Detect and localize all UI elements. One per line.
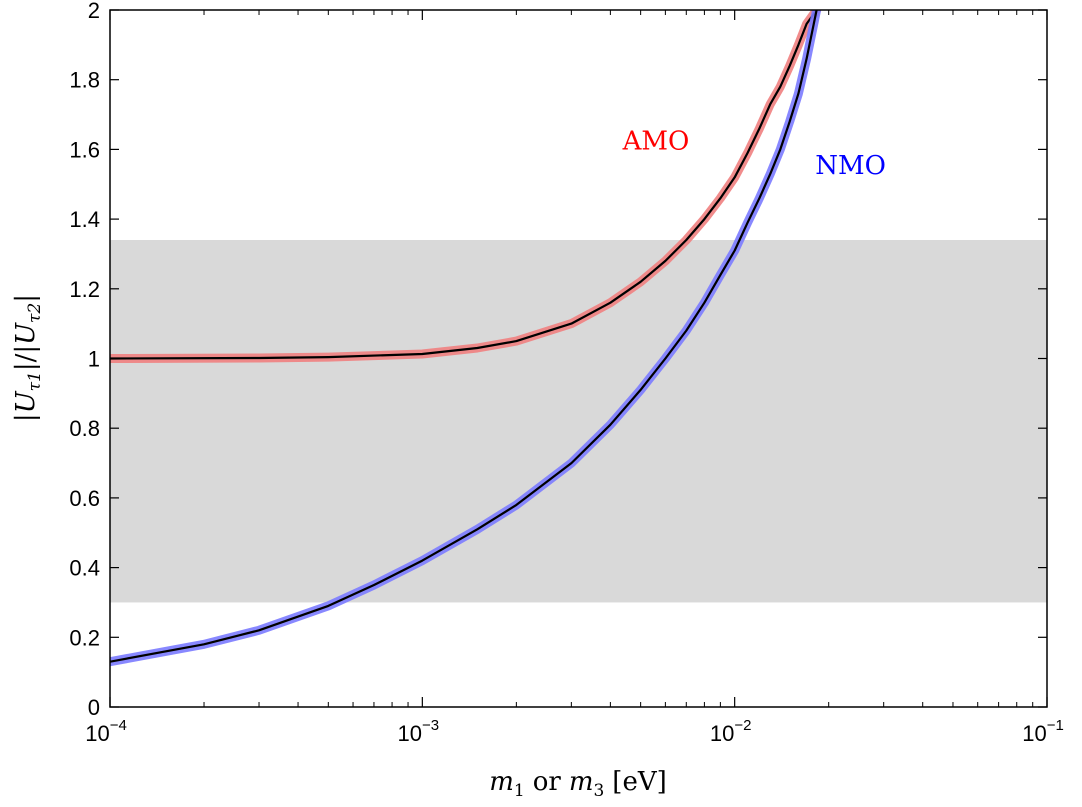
annotation-amo: AMO <box>622 126 690 156</box>
y-tick-label: 1.2 <box>69 277 100 302</box>
shaded-band <box>110 240 1047 603</box>
series-layer <box>110 10 822 667</box>
y-tick-label: 1.8 <box>69 68 100 93</box>
y-tick-label: 0.2 <box>69 625 100 650</box>
y-tick-label: 1 <box>88 347 100 372</box>
x-tick-label: 10−2 <box>710 717 752 746</box>
y-tick-label: 0.8 <box>69 416 100 441</box>
y-tick-label: 0 <box>88 695 100 720</box>
y-tick-label: 1.4 <box>69 207 100 232</box>
x-tick-label: 10−1 <box>1022 717 1064 746</box>
y-axis-label: |Uτ1|/|Uτ2| <box>11 294 45 422</box>
ticks-layer: 0 0.2 0.4 0.6 0.8 1 1.2 1.4 1.6 1.8 2 10−4 10−3 10−2 1… <box>69 0 1063 746</box>
x-tick-label: 10−4 <box>85 717 127 746</box>
y-tick-label: 0.4 <box>69 556 100 581</box>
series-line-nmo <box>110 10 818 663</box>
x-axis-label: m1 or m3 [eV] <box>489 767 667 801</box>
annotation-nmo: NMO <box>815 151 886 181</box>
x-tick-label: 10−3 <box>398 717 440 746</box>
annotation-layer: AMO NMO <box>622 126 886 180</box>
y-tick-label: 1.6 <box>69 137 100 162</box>
series-line-amo <box>110 10 818 360</box>
shaded-band-layer <box>110 240 1047 603</box>
y-tick-label: 2 <box>88 0 100 23</box>
y-tick-label: 0.6 <box>69 486 100 511</box>
